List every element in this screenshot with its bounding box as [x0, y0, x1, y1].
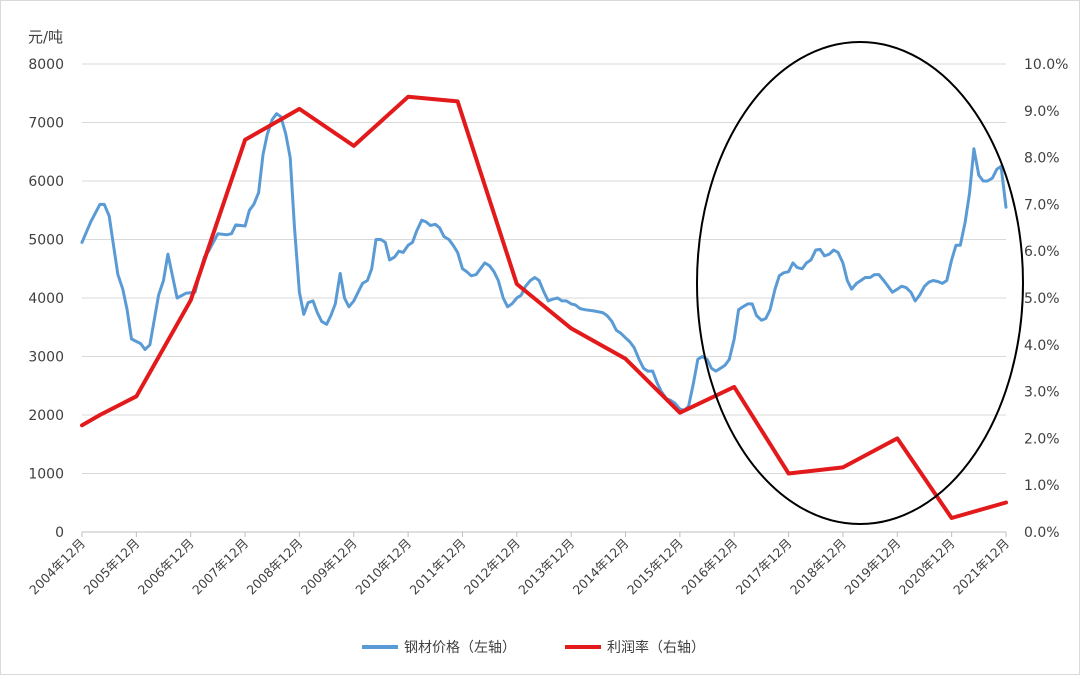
y-right-tick-label: 10.0% — [1024, 57, 1068, 73]
y-left-tick-label: 3000 — [28, 350, 64, 366]
highlight-ellipse — [696, 41, 1024, 525]
legend: 钢材价格（左轴） 利润率（右轴） — [362, 639, 705, 656]
y-right-tick-label: 9.0% — [1024, 104, 1060, 120]
y-right-tick-label: 5.0% — [1024, 291, 1060, 307]
y-right-tick-label: 7.0% — [1024, 197, 1060, 213]
series-lines — [80, 94, 1008, 520]
legend-label-0: 钢材价格（左轴） — [404, 640, 516, 656]
y-right-tick-label: 3.0% — [1024, 385, 1060, 401]
y-left-tick-label: 8000 — [28, 57, 64, 73]
y-left-tick-label: 1000 — [28, 467, 64, 483]
y-left-tick-label: 2000 — [28, 408, 64, 424]
y-left-tick-label: 7000 — [28, 116, 64, 132]
gridlines — [82, 63, 1006, 474]
y-left-tick-label: 0 — [55, 525, 64, 541]
y-right-tick-label: 1.0% — [1024, 478, 1060, 494]
series-line-0 — [80, 112, 1008, 412]
y-right-tick-label: 8.0% — [1024, 151, 1060, 167]
y-left-tick-label: 6000 — [28, 174, 64, 190]
y-right-tick-label: 0.0% — [1024, 525, 1060, 541]
series-line-1 — [80, 94, 1008, 520]
left-axis-unit-label: 元/吨 — [28, 28, 63, 46]
y-right-tick-label: 2.0% — [1024, 431, 1060, 447]
y-right-tick-label: 6.0% — [1024, 244, 1060, 260]
y-left-tick-label: 5000 — [28, 233, 64, 249]
y-right-tick-label: 4.0% — [1024, 338, 1060, 354]
y-left-tick-label: 4000 — [28, 291, 64, 307]
legend-label-1: 利润率（右轴） — [607, 639, 705, 656]
